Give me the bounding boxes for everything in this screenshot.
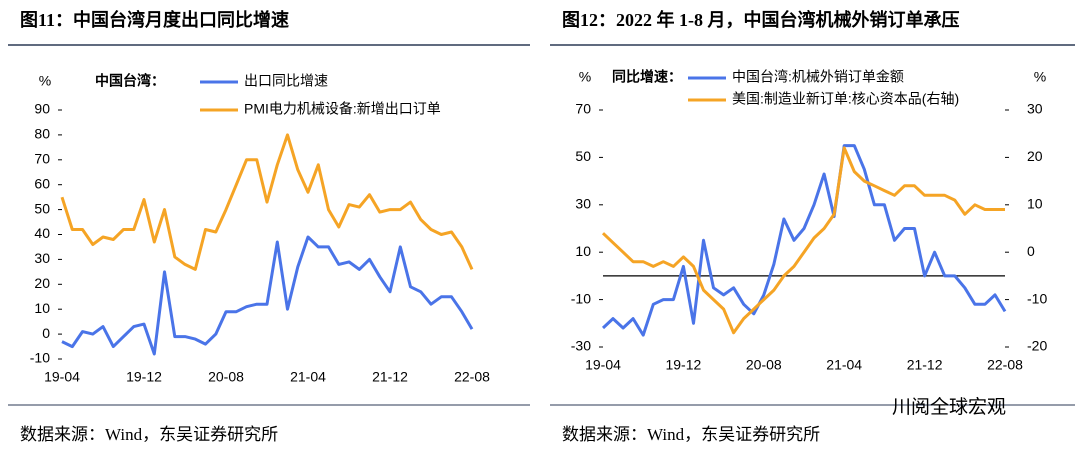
x-tick-label: 21-04 bbox=[290, 369, 326, 385]
series-line bbox=[60, 133, 474, 271]
y-tick-label: -10 bbox=[571, 290, 591, 306]
y2-tick-label: 30 bbox=[1027, 101, 1043, 117]
y-tick-label: 40 bbox=[34, 225, 50, 241]
x-tick-label: 22-08 bbox=[987, 357, 1023, 373]
y-tick-label: 80 bbox=[34, 126, 50, 142]
y-tick-label: -10 bbox=[30, 350, 50, 366]
y-tick-label: 70 bbox=[575, 101, 591, 117]
series-line bbox=[601, 144, 1007, 337]
x-tick-label: 21-12 bbox=[907, 357, 943, 373]
x-tick-label: 20-08 bbox=[746, 357, 782, 373]
y-tick-label: 90 bbox=[34, 101, 50, 117]
x-tick-label: 22-08 bbox=[454, 369, 490, 385]
legend-label: PMI电力机械设备:新增出口订单 bbox=[244, 101, 441, 117]
y-tick-label: 0 bbox=[42, 325, 50, 341]
y-tick-label: 20 bbox=[34, 275, 50, 291]
x-tick-label: 19-04 bbox=[585, 357, 621, 373]
y-tick-label: 10 bbox=[34, 300, 50, 316]
y-tick-label: -30 bbox=[571, 338, 591, 354]
x-tick-label: 19-12 bbox=[665, 357, 701, 373]
chart-source: 数据来源：Wind，东吴证券研究所 bbox=[20, 425, 278, 444]
x-tick-label: 21-04 bbox=[826, 357, 862, 373]
y2-axis-label: % bbox=[1034, 69, 1046, 85]
x-tick-label: 19-12 bbox=[126, 369, 162, 385]
y-axis-label: % bbox=[39, 73, 51, 89]
series-line bbox=[61, 235, 474, 356]
x-tick-label: 21-12 bbox=[372, 369, 408, 385]
legend-label: 中国台湾:机械外销订单金额 bbox=[732, 69, 904, 85]
y2-tick-label: 10 bbox=[1027, 196, 1043, 212]
y-tick-label: 70 bbox=[34, 151, 50, 167]
legend-label: 美国:制造业新订单:核心资本品(右轴) bbox=[732, 91, 959, 107]
y2-tick-label: 20 bbox=[1027, 148, 1043, 164]
legend-title: 中国台湾： bbox=[95, 73, 165, 89]
x-tick-label: 20-08 bbox=[208, 369, 244, 385]
y2-tick-label: -20 bbox=[1027, 338, 1047, 354]
y-tick-label: 10 bbox=[575, 243, 591, 259]
y-tick-label: 60 bbox=[34, 175, 50, 191]
watermark: 川阅全球宏观 bbox=[892, 396, 1006, 418]
y2-tick-label: -10 bbox=[1027, 290, 1047, 306]
chart-title: 图11：中国台湾月度出口同比增速 bbox=[20, 9, 289, 30]
y-tick-label: 50 bbox=[575, 148, 591, 164]
y-tick-label: 30 bbox=[575, 196, 591, 212]
legend-title: 同比增速： bbox=[612, 69, 682, 85]
x-tick-label: 19-04 bbox=[44, 369, 80, 385]
chart-title: 图12：2022 年 1-8 月，中国台湾机械外销订单承压 bbox=[562, 9, 960, 30]
chart-source: 数据来源：Wind，东吴证券研究所 bbox=[562, 425, 820, 444]
y2-tick-label: 0 bbox=[1027, 243, 1035, 259]
y-axis-label: % bbox=[579, 69, 591, 85]
series-line bbox=[601, 146, 1005, 335]
y-tick-label: 50 bbox=[34, 200, 50, 216]
y-tick-label: 30 bbox=[34, 250, 50, 266]
legend-label: 出口同比增速 bbox=[244, 73, 328, 89]
